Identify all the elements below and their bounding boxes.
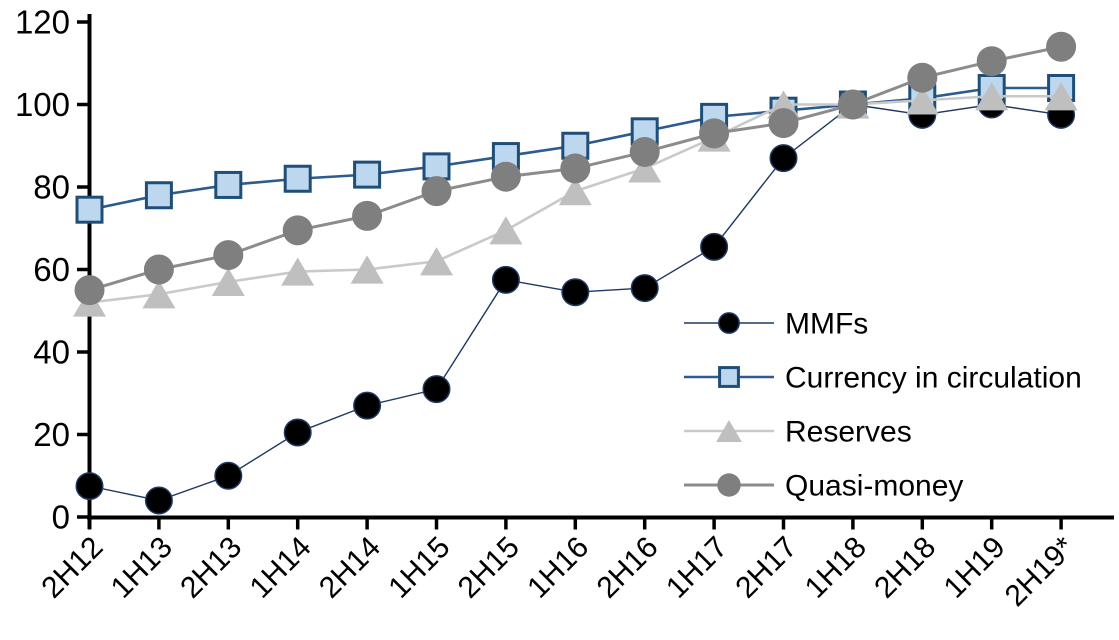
y-tick-label: 100 [15, 86, 70, 123]
marker-mmfs [214, 461, 243, 490]
marker-mmfs [700, 232, 729, 261]
series-quasi-money [74, 31, 1077, 306]
marker-reserves [975, 82, 1009, 111]
x-tick-label: 2H18 [868, 531, 942, 605]
legend-marker-currency-in-circulation [718, 366, 740, 388]
marker-quasi-money [352, 200, 383, 231]
marker-quasi-money [282, 215, 313, 246]
marker-reserves [420, 247, 453, 276]
marker-currency-in-circulation [214, 170, 243, 199]
marker-mmfs [353, 391, 382, 420]
marker-reserves [142, 280, 176, 309]
legend-marker-reserves [716, 420, 742, 442]
legend-item-reserves: Reserves [684, 416, 912, 449]
x-tick-label: 1H14 [244, 531, 318, 605]
marker-currency-in-circulation [75, 195, 104, 224]
marker-currency-in-circulation [422, 152, 451, 181]
marker-reserves [211, 267, 245, 296]
legend-item-currency-in-circulation: Currency in circulation [684, 362, 1082, 395]
marker-currency-in-circulation [283, 164, 312, 193]
marker-quasi-money [213, 240, 244, 271]
x-tick-label: 2H17 [729, 531, 803, 605]
x-tick-label: 1H13 [105, 531, 179, 605]
y-tick-label: 60 [33, 251, 70, 288]
marker-mmfs [422, 375, 451, 404]
y-tick-label: 20 [33, 416, 70, 453]
x-tick-label: 2H13 [174, 531, 248, 605]
x-tick-label: 2H14 [313, 531, 387, 605]
marker-quasi-money [629, 136, 660, 167]
x-tick-label: 1H15 [382, 531, 456, 605]
marker-quasi-money [143, 254, 174, 285]
legend-item-mmfs: MMFs [684, 308, 868, 341]
marker-reserves [281, 257, 315, 286]
marker-quasi-money [768, 108, 799, 139]
x-tick-label: 1H17 [660, 531, 734, 605]
marker-mmfs [144, 486, 173, 515]
marker-quasi-money [490, 161, 521, 192]
x-tick-label: 1H16 [521, 531, 595, 605]
legend-label-quasi-money: Quasi-money [785, 470, 963, 503]
marker-mmfs [630, 274, 659, 303]
legend-marker-mmfs [718, 312, 740, 334]
y-tick-label: 0 [52, 499, 70, 536]
marker-mmfs [75, 472, 104, 501]
y-tick-label: 120 [15, 4, 70, 41]
marker-mmfs [561, 278, 590, 307]
marker-quasi-money [907, 62, 938, 93]
marker-mmfs [283, 418, 312, 447]
marker-quasi-money [837, 89, 868, 120]
series-mmfs [75, 90, 1076, 515]
marker-quasi-money [976, 46, 1007, 77]
marker-reserves [350, 255, 384, 284]
marker-reserves [1044, 82, 1078, 111]
marker-currency-in-circulation [144, 181, 173, 210]
marker-reserves [558, 177, 592, 206]
x-tick-label: 2H15 [452, 531, 526, 605]
x-tick-label: 2H19* [999, 530, 1082, 613]
marker-reserves [628, 154, 662, 183]
x-tick-label: 2H12 [35, 531, 109, 605]
marker-quasi-money [421, 176, 452, 207]
legend-item-quasi-money: Quasi-money [684, 470, 963, 503]
marker-quasi-money [699, 118, 730, 149]
legend-marker-quasi-money [717, 473, 741, 497]
legend-label-mmfs: MMFs [785, 308, 868, 341]
marker-reserves [489, 216, 523, 245]
legend-label-reserves: Reserves [785, 416, 912, 449]
legend-label-currency-in-circulation: Currency in circulation [785, 362, 1082, 395]
marker-currency-in-circulation [353, 160, 382, 189]
x-tick-label: 1H18 [799, 531, 873, 605]
marker-mmfs [491, 265, 520, 294]
marker-quasi-money [74, 275, 105, 306]
marker-quasi-money [1046, 31, 1077, 62]
y-tick-label: 80 [33, 169, 70, 206]
y-tick-label: 40 [33, 334, 70, 371]
x-tick-label: 2H16 [591, 531, 665, 605]
marker-reserves [905, 86, 939, 115]
x-tick-label: 1H19 [938, 531, 1012, 605]
marker-quasi-money [560, 153, 591, 184]
marker-mmfs [769, 144, 798, 173]
legend: MMFs Currency in circulation Reserves Quasi… [684, 308, 1082, 503]
